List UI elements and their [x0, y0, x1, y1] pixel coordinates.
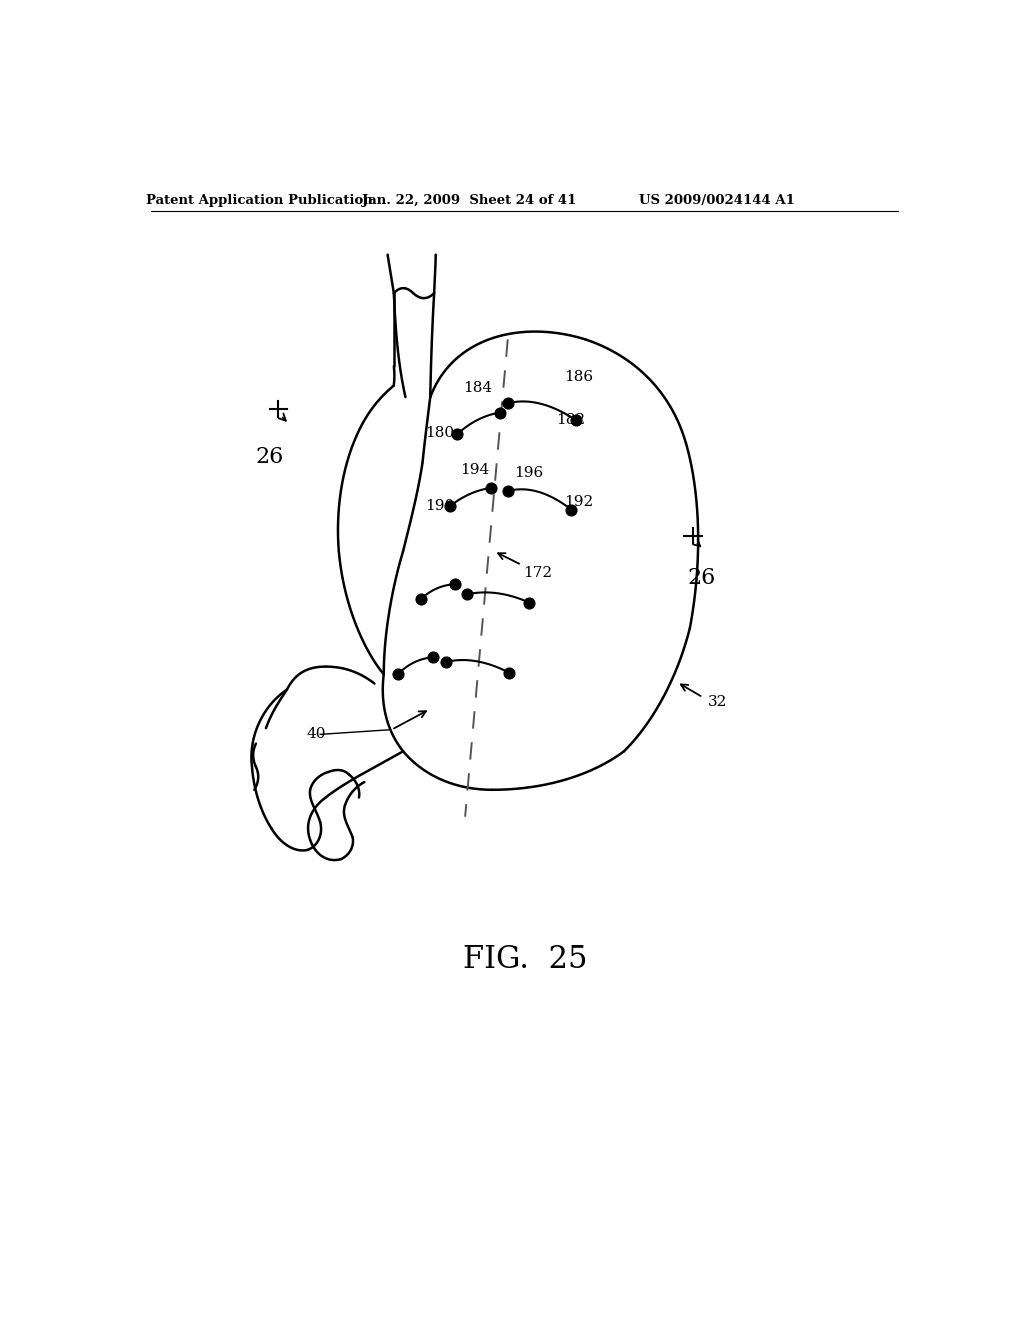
Text: 196: 196 [514, 466, 543, 479]
Text: Patent Application Publication: Patent Application Publication [146, 194, 373, 207]
Point [413, 589, 429, 610]
Point [437, 652, 454, 673]
Text: Jan. 22, 2009  Sheet 24 of 41: Jan. 22, 2009 Sheet 24 of 41 [361, 194, 577, 207]
Point [441, 496, 458, 517]
Text: 184: 184 [463, 381, 492, 395]
Text: US 2009/0024144 A1: US 2009/0024144 A1 [639, 194, 795, 207]
Point [500, 480, 516, 502]
Text: 26: 26 [687, 568, 716, 589]
Point [450, 424, 466, 445]
Point [482, 478, 499, 499]
Point [501, 663, 517, 684]
Text: 26: 26 [256, 446, 284, 469]
Point [567, 409, 584, 430]
Text: 32: 32 [708, 696, 727, 709]
Point [492, 401, 508, 422]
Text: FIG.  25: FIG. 25 [463, 944, 587, 974]
Text: 182: 182 [556, 413, 585, 428]
Text: 40: 40 [306, 727, 326, 742]
Point [446, 574, 463, 595]
Text: 192: 192 [564, 495, 594, 508]
Text: 180: 180 [425, 425, 454, 440]
Text: 194: 194 [460, 463, 488, 478]
Text: 190: 190 [425, 499, 454, 513]
Point [389, 664, 406, 685]
Point [500, 393, 516, 414]
Point [521, 593, 538, 614]
Point [563, 499, 580, 520]
Text: 186: 186 [564, 370, 594, 384]
Text: 172: 172 [523, 566, 552, 579]
Point [424, 647, 440, 668]
Point [459, 583, 475, 605]
